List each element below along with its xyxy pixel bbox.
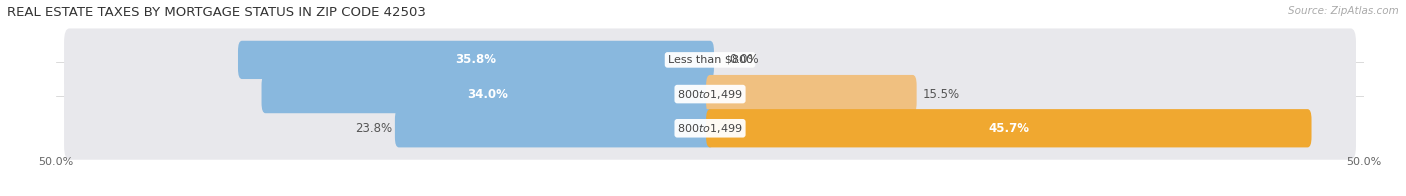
Text: Source: ZipAtlas.com: Source: ZipAtlas.com xyxy=(1288,6,1399,16)
FancyBboxPatch shape xyxy=(238,41,714,79)
Text: Less than $800: Less than $800 xyxy=(668,55,752,65)
Text: 15.5%: 15.5% xyxy=(924,88,960,101)
FancyBboxPatch shape xyxy=(706,75,917,113)
Text: REAL ESTATE TAXES BY MORTGAGE STATUS IN ZIP CODE 42503: REAL ESTATE TAXES BY MORTGAGE STATUS IN … xyxy=(7,6,426,19)
Text: 45.7%: 45.7% xyxy=(988,122,1029,135)
Text: $800 to $1,499: $800 to $1,499 xyxy=(678,122,742,135)
FancyBboxPatch shape xyxy=(65,97,1355,160)
Text: 0.0%: 0.0% xyxy=(730,53,759,66)
Text: $800 to $1,499: $800 to $1,499 xyxy=(678,88,742,101)
FancyBboxPatch shape xyxy=(262,75,714,113)
Text: 34.0%: 34.0% xyxy=(467,88,508,101)
FancyBboxPatch shape xyxy=(395,109,714,147)
FancyBboxPatch shape xyxy=(706,109,1312,147)
Text: 35.8%: 35.8% xyxy=(456,53,496,66)
FancyBboxPatch shape xyxy=(65,28,1355,91)
FancyBboxPatch shape xyxy=(65,63,1355,125)
Text: 23.8%: 23.8% xyxy=(356,122,392,135)
